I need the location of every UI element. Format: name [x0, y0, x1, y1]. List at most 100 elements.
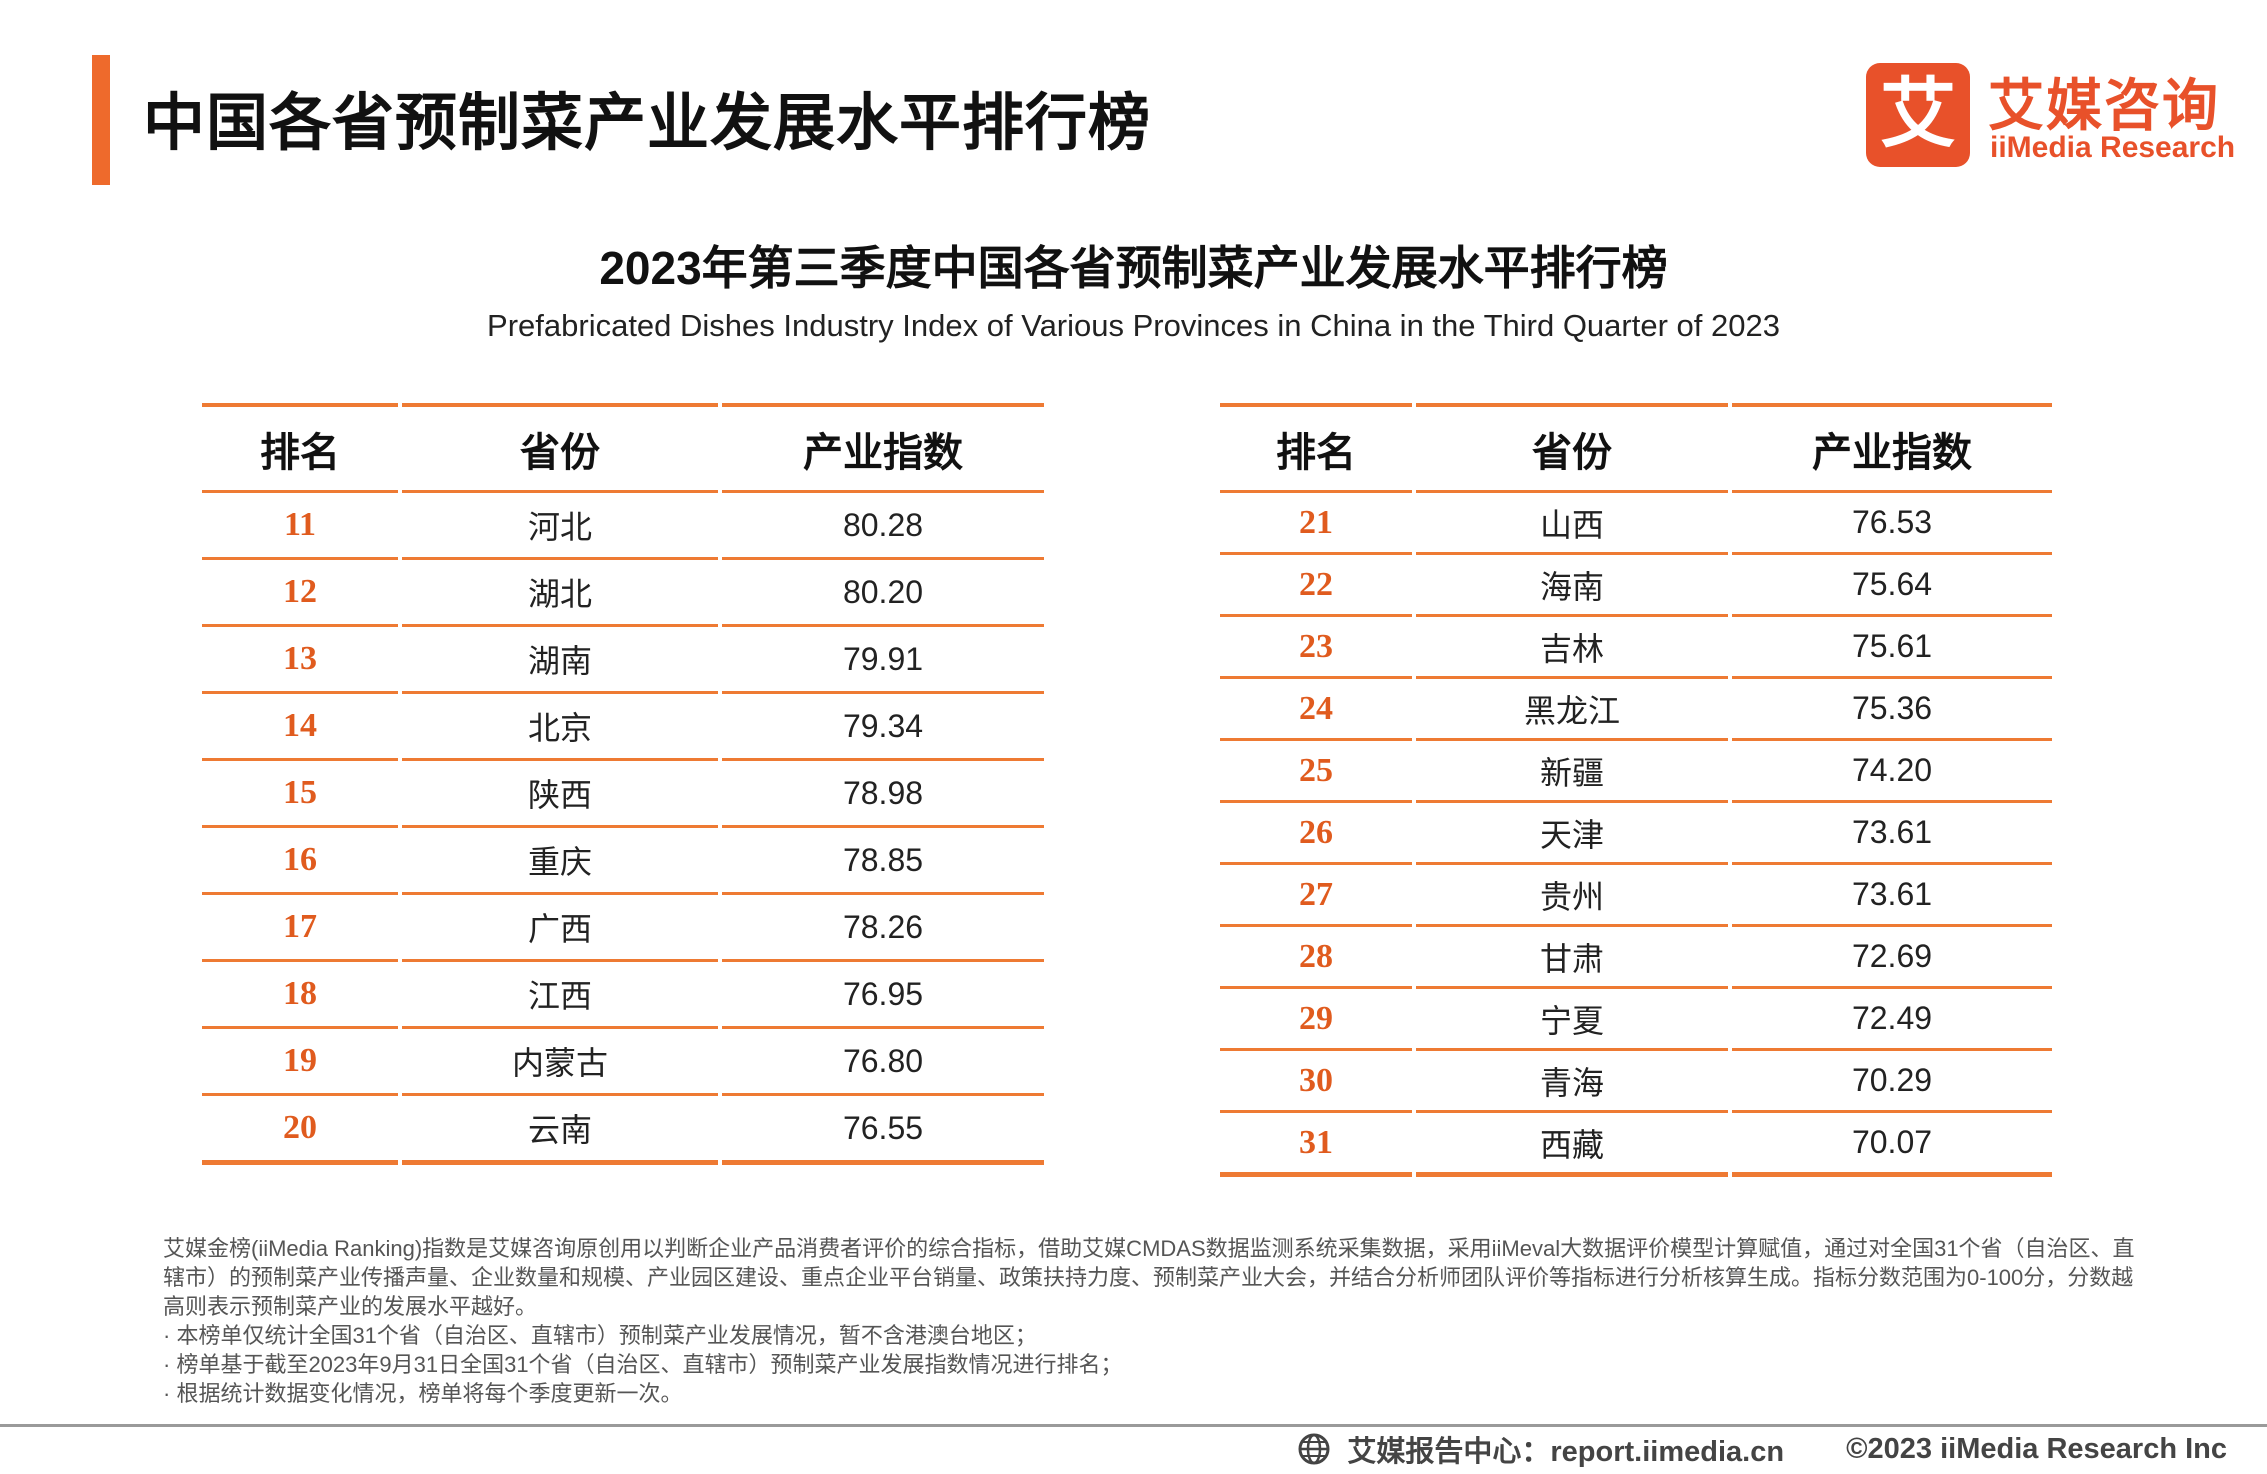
index-cell: 78.85 [722, 828, 1044, 895]
index-cell: 75.36 [1732, 679, 2052, 741]
note-item: · 本榜单仅统计全国31个省（自治区、直辖市）预制菜产业发展情况，暂不含港澳台地… [163, 1323, 1037, 1348]
province-cell: 广西 [402, 895, 718, 962]
copyright-text: ©2023 iiMedia Research Inc [1846, 1432, 2227, 1465]
rank-cell: 13 [202, 627, 398, 694]
index-cell: 79.34 [722, 694, 1044, 761]
note-paragraph: 艾媒金榜(iiMedia Ranking)指数是艾媒咨询原创用以判断企业产品消费… [163, 1236, 2135, 1319]
table-row: 14 北京 79.34 [202, 694, 1044, 761]
rank-cell: 21 [1220, 493, 1412, 555]
rank-cell: 29 [1220, 989, 1412, 1051]
rank-cell: 31 [1220, 1113, 1412, 1177]
table-row: 25 新疆 74.20 [1220, 741, 2052, 803]
province-cell: 宁夏 [1416, 989, 1728, 1051]
index-cell: 72.49 [1732, 989, 2052, 1051]
province-cell: 北京 [402, 694, 718, 761]
index-cell: 76.95 [722, 962, 1044, 1029]
province-cell: 青海 [1416, 1051, 1728, 1113]
table-row: 21 山西 76.53 [1220, 493, 2052, 555]
column-header-rank: 排名 [202, 403, 398, 493]
table-row: 16 重庆 78.85 [202, 828, 1044, 895]
ranking-table-left: 排名 省份 产业指数 11 河北 80.28 12 湖北 80.20 13 湖南 79.91 14… [198, 403, 1048, 1165]
rank-cell: 24 [1220, 679, 1412, 741]
rank-cell: 19 [202, 1029, 398, 1096]
table-row: 20 云南 76.55 [202, 1096, 1044, 1165]
rank-cell: 17 [202, 895, 398, 962]
index-cell: 80.20 [722, 560, 1044, 627]
province-cell: 江西 [402, 962, 718, 1029]
province-cell: 山西 [1416, 493, 1728, 555]
index-cell: 76.80 [722, 1029, 1044, 1096]
rank-cell: 23 [1220, 617, 1412, 679]
index-cell: 78.26 [722, 895, 1044, 962]
province-cell: 内蒙古 [402, 1029, 718, 1096]
rank-cell: 26 [1220, 803, 1412, 865]
note-item: · 榜单基于截至2023年9月31日全国31个省（自治区、直辖市）预制菜产业发展… [163, 1352, 1123, 1377]
logo-mark: 艾 [1866, 63, 1970, 167]
province-cell: 新疆 [1416, 741, 1728, 803]
province-cell: 湖北 [402, 560, 718, 627]
index-cell: 78.98 [722, 761, 1044, 828]
table-row: 23 吉林 75.61 [1220, 617, 2052, 679]
rank-cell: 25 [1220, 741, 1412, 803]
rank-cell: 22 [1220, 555, 1412, 617]
province-cell: 甘肃 [1416, 927, 1728, 989]
report-center-link[interactable]: 艾媒报告中心：report.iimedia.cn [1347, 1436, 1785, 1468]
province-cell: 重庆 [402, 828, 718, 895]
rank-cell: 12 [202, 560, 398, 627]
table-row: 24 黑龙江 75.36 [1220, 679, 2052, 741]
rank-cell: 20 [202, 1096, 398, 1165]
report-title: 2023年第三季度中国各省预制菜产业发展水平排行榜 [599, 242, 1668, 294]
province-cell: 云南 [402, 1096, 718, 1165]
table-row: 31 西藏 70.07 [1220, 1113, 2052, 1177]
rank-cell: 15 [202, 761, 398, 828]
table-row: 22 海南 75.64 [1220, 555, 2052, 617]
logo-text-cn: 艾媒咨询 [1988, 74, 2220, 137]
province-cell: 天津 [1416, 803, 1728, 865]
column-header-index: 产业指数 [1732, 403, 2052, 493]
index-cell: 75.61 [1732, 617, 2052, 679]
table-row: 27 贵州 73.61 [1220, 865, 2052, 927]
globe-icon [1297, 1432, 1331, 1466]
index-cell: 70.29 [1732, 1051, 2052, 1113]
table-row: 13 湖南 79.91 [202, 627, 1044, 694]
index-cell: 74.20 [1732, 741, 2052, 803]
column-header-index: 产业指数 [722, 403, 1044, 493]
column-header-province: 省份 [402, 403, 718, 493]
table-row: 12 湖北 80.20 [202, 560, 1044, 627]
page-title: 中国各省预制菜产业发展水平排行榜 [143, 89, 1152, 158]
province-cell: 海南 [1416, 555, 1728, 617]
ranking-table-right: 排名 省份 产业指数 21 山西 76.53 22 海南 75.64 23 吉林 75.61 24… [1216, 403, 2056, 1177]
table-row: 26 天津 73.61 [1220, 803, 2052, 865]
column-header-rank: 排名 [1220, 403, 1412, 493]
province-cell: 湖南 [402, 627, 718, 694]
index-cell: 75.64 [1732, 555, 2052, 617]
province-cell: 吉林 [1416, 617, 1728, 679]
rank-cell: 16 [202, 828, 398, 895]
province-cell: 贵州 [1416, 865, 1728, 927]
index-cell: 73.61 [1732, 865, 2052, 927]
iimedia-logo: 艾 艾媒咨询 iiMedia Research [1866, 63, 2235, 167]
table-row: 19 内蒙古 76.80 [202, 1029, 1044, 1096]
province-cell: 黑龙江 [1416, 679, 1728, 741]
table-header-row: 排名 省份 产业指数 [202, 403, 1044, 493]
table-row: 11 河北 80.28 [202, 493, 1044, 560]
methodology-notes: 艾媒金榜(iiMedia Ranking)指数是艾媒咨询原创用以判断企业产品消费… [163, 1234, 2153, 1408]
index-cell: 79.91 [722, 627, 1044, 694]
table-row: 15 陕西 78.98 [202, 761, 1044, 828]
province-cell: 陕西 [402, 761, 718, 828]
column-header-province: 省份 [1416, 403, 1728, 493]
rank-cell: 14 [202, 694, 398, 761]
report-title-en: Prefabricated Dishes Industry Index of V… [487, 308, 1780, 343]
rank-cell: 18 [202, 962, 398, 1029]
table-header-row: 排名 省份 产业指数 [1220, 403, 2052, 493]
table-row: 17 广西 78.26 [202, 895, 1044, 962]
rank-cell: 28 [1220, 927, 1412, 989]
rank-cell: 30 [1220, 1051, 1412, 1113]
index-cell: 76.55 [722, 1096, 1044, 1165]
table-row: 28 甘肃 72.69 [1220, 927, 2052, 989]
logo-text-en: iiMedia Research [1990, 131, 2236, 164]
province-cell: 西藏 [1416, 1113, 1728, 1177]
province-cell: 河北 [402, 493, 718, 560]
rank-cell: 27 [1220, 865, 1412, 927]
rank-cell: 11 [202, 493, 398, 560]
